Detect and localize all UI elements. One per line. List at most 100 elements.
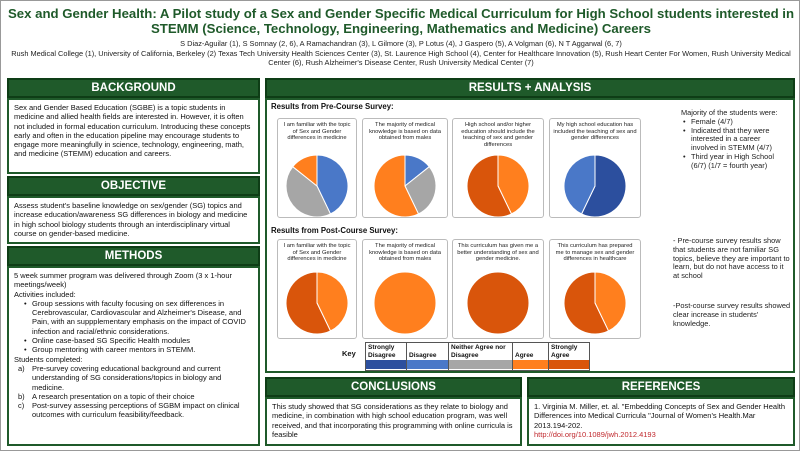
list-item: Pre-survey covering educational backgrou… bbox=[18, 364, 253, 392]
activities-list: Group sessions with faculty focusing on … bbox=[14, 299, 253, 355]
list-item-text: Post-survey assessing perceptions of SGB… bbox=[32, 401, 240, 420]
pie-chart bbox=[373, 154, 437, 217]
pie-slice bbox=[497, 154, 530, 215]
post-survey-summary: -Post-course survey results showed clear… bbox=[673, 301, 791, 328]
legend-label: Neither Agree nor Disagree bbox=[451, 344, 506, 359]
list-item: Female (4/7) bbox=[681, 117, 789, 127]
conclusions-heading: CONCLUSIONS bbox=[265, 377, 522, 397]
background-text: Sex and Gender Based Education (SGBE) is… bbox=[14, 103, 251, 159]
reference-doi-link[interactable]: http://doi.org/10.1089/jwh.2012.4193 bbox=[534, 429, 656, 439]
pie-chart bbox=[466, 154, 530, 217]
author-list: S Diaz-Aguilar (1), S Somnay (2, 6), A R… bbox=[7, 39, 795, 68]
pre-chart-card: My high school education has included th… bbox=[549, 118, 641, 218]
legend-swatch bbox=[449, 360, 512, 369]
conclusions-box: This study showed that SG considerations… bbox=[265, 397, 522, 446]
activities-label: Activities included: bbox=[14, 289, 76, 299]
pie-slice bbox=[594, 271, 627, 332]
chart-question: This curriculum has prepared me to manag… bbox=[555, 243, 635, 263]
pie-slice bbox=[316, 154, 349, 215]
pie-slice bbox=[316, 271, 349, 332]
list-item: Third year in High School (6/7) (1/7 = f… bbox=[681, 152, 789, 171]
conclusions-text: This study showed that SG considerations… bbox=[272, 402, 513, 439]
chart-legend: Strongly Disagree Disagree Neither Agree… bbox=[365, 342, 590, 371]
legend-item: Strongly Disagree bbox=[366, 343, 407, 370]
chart-question: I am familiar with the topic of Sex and … bbox=[283, 243, 351, 263]
pie-slice bbox=[285, 165, 332, 217]
legend-swatch bbox=[366, 360, 406, 369]
chart-question: This curriculum has given me a better un… bbox=[457, 243, 539, 263]
legend-swatch bbox=[513, 360, 548, 369]
results-heading: RESULTS + ANALYSIS bbox=[265, 78, 795, 98]
poster-title: Sex and Gender Health: A Pilot study of … bbox=[7, 6, 795, 36]
pie-chart bbox=[285, 271, 349, 335]
list-item-text: Pre-survey covering educational backgrou… bbox=[32, 363, 222, 392]
list-item-text: A research presentation on a topic of th… bbox=[32, 391, 195, 401]
list-item: Indicated that they were interested in a… bbox=[681, 126, 789, 153]
pie-slice bbox=[580, 154, 627, 217]
pie-chart bbox=[373, 271, 437, 335]
post-chart-card: This curriculum has given me a better un… bbox=[452, 239, 544, 339]
objective-box: Assess student's baseline knowledge on s… bbox=[7, 196, 260, 244]
post-chart-card: This curriculum has prepared me to manag… bbox=[549, 239, 641, 339]
chart-question: My high school education has included th… bbox=[553, 122, 637, 142]
chart-question: I am familiar with the topic of Sex and … bbox=[283, 122, 351, 142]
post-chart-card: I am familiar with the topic of Sex and … bbox=[277, 239, 357, 339]
list-item: Online case-based SG Specific Health mod… bbox=[24, 336, 253, 346]
legend-item: Strongly Agree bbox=[549, 343, 589, 370]
pie-slice bbox=[292, 154, 318, 188]
demographics-list: Female (4/7) Indicated that they were in… bbox=[681, 117, 789, 171]
legend-swatch bbox=[549, 360, 589, 369]
legend-key-label: Key bbox=[342, 349, 356, 358]
post-chart-card: The majority of medical knowledge is bas… bbox=[362, 239, 448, 339]
legend-item: Neither Agree nor Disagree bbox=[449, 343, 513, 370]
methods-intro: 5 week summer program was delivered thro… bbox=[14, 271, 233, 290]
pie-slice bbox=[404, 165, 437, 215]
pie-slice bbox=[373, 271, 437, 335]
legend-item: Agree bbox=[513, 343, 549, 370]
pre-survey-label: Results from Pre-Course Survey: bbox=[271, 102, 394, 111]
pre-survey-summary: - Pre-course survey results show that st… bbox=[673, 236, 790, 281]
reference-citation: 1. Virginia M. Miller, et. al. "Embeddin… bbox=[534, 402, 785, 430]
chart-question: The majority of medical knowledge is bas… bbox=[369, 243, 441, 263]
legend-label: Strongly Agree bbox=[551, 344, 578, 359]
pie-slice bbox=[466, 154, 513, 217]
pie-slice bbox=[285, 271, 332, 335]
legend-label: Disagree bbox=[409, 351, 437, 359]
references-content: 1. Virginia M. Miller, et. al. "Embeddin… bbox=[529, 399, 793, 442]
pie-slice bbox=[563, 271, 610, 335]
objective-text: Assess student's baseline knowledge on s… bbox=[14, 201, 248, 238]
legend-item: Disagree bbox=[407, 343, 449, 370]
references-heading: REFERENCES bbox=[527, 377, 795, 397]
demographics-intro: Majority of the students were: bbox=[681, 108, 778, 117]
legend-label: Agree bbox=[515, 351, 534, 359]
pre-chart-card: I am familiar with the topic of Sex and … bbox=[277, 118, 357, 218]
objective-heading: OBJECTIVE bbox=[7, 176, 260, 196]
students-list: Pre-survey covering educational backgrou… bbox=[14, 364, 253, 420]
list-item: A research presentation on a topic of th… bbox=[18, 391, 253, 402]
list-item: Group sessions with faculty focusing on … bbox=[24, 299, 253, 336]
legend-label: Strongly Disagree bbox=[368, 344, 396, 359]
pie-chart bbox=[563, 154, 627, 217]
references-box: 1. Virginia M. Miller, et. al. "Embeddin… bbox=[527, 397, 795, 446]
pre-chart-card: High school and/or higher education shou… bbox=[452, 118, 544, 218]
list-item: Post-survey assessing perceptions of SGB… bbox=[18, 401, 253, 420]
pie-chart bbox=[285, 154, 349, 217]
pie-chart bbox=[466, 271, 530, 335]
pie-slice bbox=[373, 154, 420, 217]
authors-affiliations: Rush Medical College (1), University of … bbox=[11, 48, 791, 68]
pie-slice bbox=[466, 271, 530, 335]
post-survey-label: Results from Post-Course Survey: bbox=[271, 226, 398, 235]
pie-chart bbox=[563, 271, 627, 335]
background-heading: BACKGROUND bbox=[7, 78, 260, 98]
methods-heading: METHODS bbox=[7, 246, 260, 266]
legend-swatch bbox=[407, 360, 448, 369]
demographics-note: Majority of the students were: Female (4… bbox=[681, 108, 789, 171]
students-label: Students completed: bbox=[14, 354, 83, 364]
pre-chart-card: The majority of medical knowledge is bas… bbox=[362, 118, 448, 218]
list-item: Group mentoring with career mentors in S… bbox=[24, 345, 253, 355]
chart-question: High school and/or higher education shou… bbox=[461, 122, 535, 148]
methods-content: 5 week summer program was delivered thro… bbox=[9, 268, 258, 423]
chart-question: The majority of medical knowledge is bas… bbox=[369, 122, 441, 142]
authors-names: S Diaz-Aguilar (1), S Somnay (2, 6), A R… bbox=[180, 39, 622, 48]
